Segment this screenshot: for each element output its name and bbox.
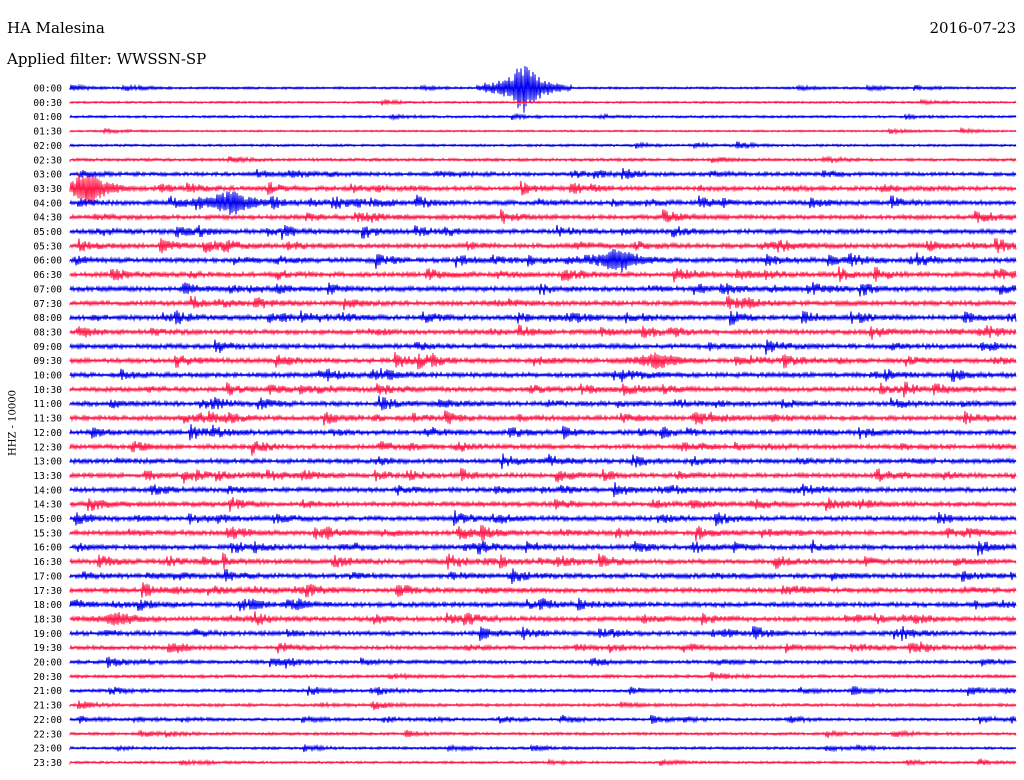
time-label: 15:30 bbox=[33, 528, 62, 539]
trace-line bbox=[69, 208, 1017, 224]
time-label: 22:30 bbox=[33, 729, 62, 740]
time-label: 12:00 bbox=[33, 428, 62, 439]
time-label: 04:30 bbox=[33, 213, 62, 224]
time-label: 08:00 bbox=[33, 313, 62, 324]
time-label: 07:30 bbox=[33, 299, 62, 310]
time-label: 16:00 bbox=[33, 543, 62, 554]
time-label: 15:00 bbox=[33, 514, 62, 525]
time-label: 00:00 bbox=[33, 84, 62, 95]
time-label: 00:30 bbox=[33, 98, 62, 109]
time-label: 16:30 bbox=[33, 557, 62, 568]
filter-label: Applied filter: WWSSN-SP bbox=[7, 50, 207, 68]
time-label: 21:30 bbox=[33, 701, 62, 712]
trace-line bbox=[69, 611, 1017, 626]
time-label: 13:00 bbox=[33, 457, 62, 468]
trace-line bbox=[69, 224, 1017, 240]
time-label: 03:30 bbox=[33, 184, 62, 195]
time-label: 02:00 bbox=[33, 141, 62, 152]
time-label: 18:00 bbox=[33, 600, 62, 611]
time-label: 09:00 bbox=[33, 342, 62, 353]
time-label: 19:00 bbox=[33, 629, 62, 640]
time-label: 23:30 bbox=[33, 758, 62, 769]
time-label: 06:00 bbox=[33, 256, 62, 267]
time-label: 13:30 bbox=[33, 471, 62, 482]
time-label: 05:00 bbox=[33, 227, 62, 238]
trace-line bbox=[69, 381, 1017, 398]
time-label: 01:30 bbox=[33, 127, 62, 138]
time-label: 11:00 bbox=[33, 399, 62, 410]
time-label: 11:30 bbox=[33, 414, 62, 425]
time-label: 08:30 bbox=[33, 327, 62, 338]
record-date: 2016-07-23 bbox=[929, 19, 1016, 37]
time-labels: 00:00 00:30 01:00 01:30 02:00 02:30 03:00 03:30… bbox=[33, 84, 62, 769]
time-label: 19:30 bbox=[33, 643, 62, 654]
trace-line bbox=[69, 656, 1017, 669]
trace-line bbox=[69, 65, 1017, 113]
time-label: 22:00 bbox=[33, 715, 62, 726]
trace-line bbox=[69, 395, 1017, 411]
time-label: 03:00 bbox=[33, 170, 62, 181]
time-label: 02:30 bbox=[33, 155, 62, 166]
time-label: 18:30 bbox=[33, 614, 62, 625]
time-label: 12:30 bbox=[33, 442, 62, 453]
time-label: 14:30 bbox=[33, 500, 62, 511]
time-label: 21:00 bbox=[33, 686, 62, 697]
time-label: 10:00 bbox=[33, 371, 62, 382]
time-label: 10:30 bbox=[33, 385, 62, 396]
station-name: HA Malesina bbox=[7, 19, 105, 37]
trace-line bbox=[69, 191, 1017, 215]
time-label: 05:30 bbox=[33, 241, 62, 252]
time-label: 04:00 bbox=[33, 198, 62, 209]
trace-line bbox=[69, 339, 1017, 355]
time-label: 17:30 bbox=[33, 586, 62, 597]
time-label: 17:00 bbox=[33, 571, 62, 582]
time-label: 20:00 bbox=[33, 658, 62, 669]
time-label: 09:30 bbox=[33, 356, 62, 367]
time-label: 07:00 bbox=[33, 284, 62, 295]
trace-lines bbox=[69, 65, 1017, 767]
trace-line bbox=[69, 440, 1017, 456]
time-label: 01:00 bbox=[33, 112, 62, 123]
time-label: 23:00 bbox=[33, 744, 62, 755]
time-label: 20:30 bbox=[33, 672, 62, 683]
time-label: 14:00 bbox=[33, 485, 62, 496]
time-label: 06:30 bbox=[33, 270, 62, 281]
